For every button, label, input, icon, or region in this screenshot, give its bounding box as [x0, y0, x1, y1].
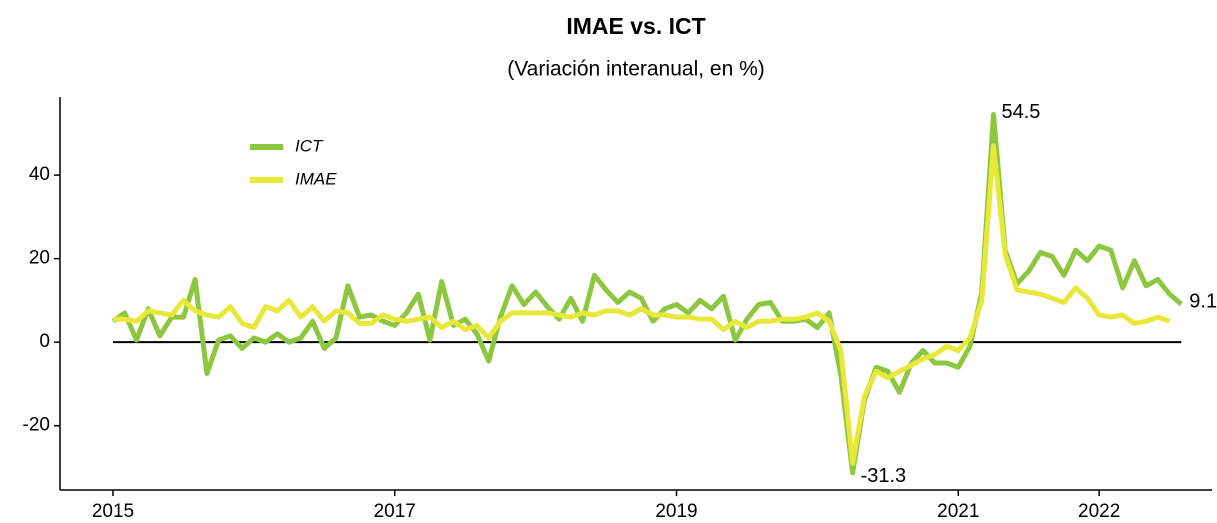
- series-line: [112, 143, 1171, 466]
- x-tick-label: 2022: [1078, 501, 1120, 522]
- legend-label: IMAE: [295, 169, 337, 188]
- y-tick-label: 0: [39, 331, 50, 352]
- x-tick-label: 2021: [937, 501, 979, 522]
- chart-subtitle: (Variación interanual, en %): [507, 58, 765, 81]
- x-tick-label: 2017: [374, 501, 416, 522]
- x-tick-label: 2019: [655, 501, 697, 522]
- y-tick-label: -20: [23, 415, 50, 436]
- series-line: [111, 112, 1183, 476]
- x-tick-label: 2015: [92, 501, 134, 522]
- y-tick-label: 40: [29, 164, 50, 185]
- data-label: -31.3: [861, 465, 907, 487]
- data-label: 9.1: [1189, 290, 1217, 312]
- y-tick-label: 20: [29, 248, 50, 269]
- chart-title: IMAE vs. ICT: [566, 13, 705, 39]
- legend-label: ICT: [295, 136, 324, 155]
- data-label: 54.5: [1001, 101, 1040, 123]
